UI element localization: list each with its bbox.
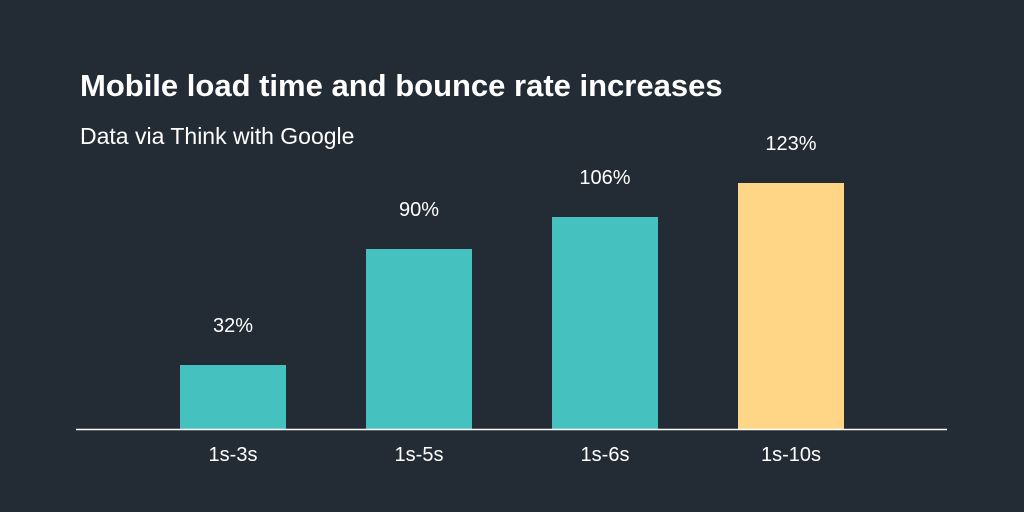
x-tick-label: 1s-3s bbox=[209, 444, 258, 466]
x-tick-label: 1s-10s bbox=[761, 444, 821, 466]
data-label: 90% bbox=[399, 199, 439, 221]
data-label: 123% bbox=[765, 133, 816, 155]
x-tick-label: 1s-5s bbox=[395, 444, 444, 466]
bar-1s-5s bbox=[366, 249, 472, 429]
x-tick-label: 1s-6s bbox=[581, 444, 630, 466]
bar-1s-6s bbox=[552, 217, 658, 429]
data-label: 106% bbox=[579, 167, 630, 189]
chart-title: Mobile load time and bounce rate increas… bbox=[80, 68, 723, 103]
chart-subtitle: Data via Think with Google bbox=[80, 123, 355, 149]
data-label: 32% bbox=[213, 315, 253, 337]
bar-1s-10s bbox=[738, 183, 844, 429]
bar-1s-3s bbox=[180, 365, 286, 429]
